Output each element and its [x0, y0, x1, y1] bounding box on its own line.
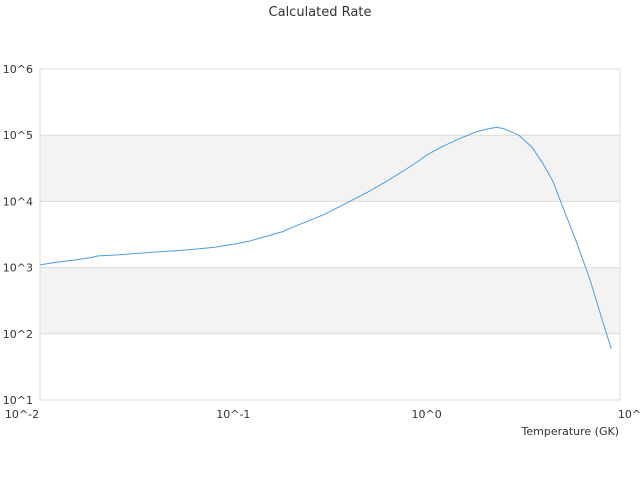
chart-title: Calculated Rate: [269, 5, 372, 20]
x-axis-title: Temperature (GK): [521, 425, 620, 438]
y-tick-label: 10^4: [3, 195, 33, 208]
band: [40, 267, 620, 334]
y-tick-label: 10^1: [3, 394, 33, 407]
series-line: [39, 126, 612, 349]
y-axis: 10^1 10^2 10^3 10^4 10^5 10^6: [3, 63, 33, 407]
x-tick-label: 10^-2: [5, 408, 39, 421]
x-tick-label: 10^0: [412, 408, 442, 421]
band: [40, 135, 620, 202]
x-axis: 10^-2 10^-1 10^0 10^1: [5, 408, 640, 421]
alternating-bands: [40, 135, 620, 334]
y-tick-label: 10^3: [3, 262, 33, 275]
y-tick-label: 10^2: [3, 328, 33, 341]
y-tick-label: 10^5: [3, 129, 33, 142]
y-tick-label: 10^6: [3, 63, 33, 76]
x-tick-label: 10^1: [618, 408, 640, 421]
plot-area: [39, 126, 612, 349]
grid-lines: [39, 68, 621, 401]
x-tick-label: 10^-1: [216, 408, 250, 421]
